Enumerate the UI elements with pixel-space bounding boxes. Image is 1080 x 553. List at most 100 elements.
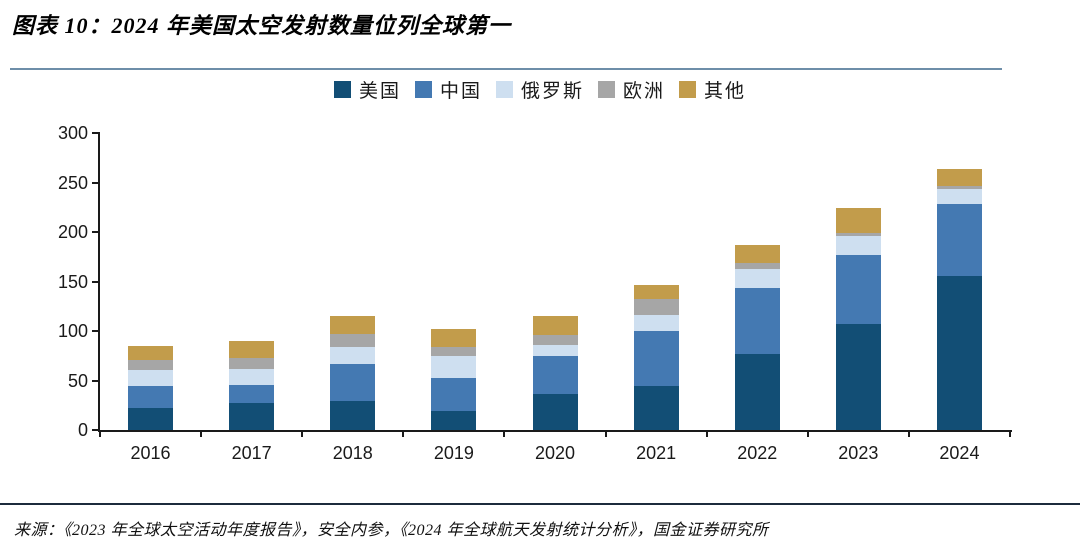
source-note: 来源：《2023 年全球太空活动年度报告》，安全内参，《2024 年全球航天发射… [14,522,769,539]
x-axis-tick [200,430,203,437]
bar-segment-其他 [330,316,376,334]
bar-segment-美国 [128,408,174,430]
x-axis-tick [907,430,910,437]
bar-segment-美国 [936,275,982,430]
bar-segment-其他 [229,340,275,358]
bar-segment-美国 [835,324,881,430]
bar-segment-其他 [936,168,982,186]
y-axis-tick-label: 0 [77,420,88,440]
bar-segment-其他 [128,345,174,360]
x-axis-label: 2020 [534,443,576,463]
bar-segment-中国 [229,385,275,404]
bar-segment-中国 [532,355,578,395]
x-axis-tick [1009,430,1011,437]
stacked-bar-2017 [229,340,275,430]
bar-segment-俄罗斯 [633,315,679,332]
bar-segment-欧洲 [330,334,376,347]
x-axis-line [98,430,1012,432]
legend-swatch-icon [598,81,615,98]
y-axis-tick-label: 300 [57,123,88,143]
bar-segment-欧洲 [431,346,477,356]
bar-segment-中国 [330,363,376,402]
legend-item: 美国 [333,76,401,103]
x-axis-label: 2023 [838,443,879,463]
x-axis-label: 2018 [332,443,373,463]
y-axis-tick [92,181,100,184]
bar-segment-俄罗斯 [128,369,174,387]
x-axis-tick [705,430,708,437]
x-axis-tick [402,430,405,437]
legend-label: 其他 [704,81,747,102]
bar-segment-美国 [330,401,376,430]
legend-swatch-icon [333,81,351,98]
y-axis-tick [92,429,100,431]
bar-segment-中国 [835,254,881,325]
bar-segment-其他 [532,316,578,335]
bar-segment-中国 [128,386,174,409]
y-axis-tick-label: 200 [57,222,88,242]
x-axis-tick [301,430,304,437]
bar-segment-欧洲 [229,357,275,369]
plot-area: 0 50 100 150 200 250 300 2016 2017 2018 2019 2020 20… [58,124,1011,463]
y-axis-tick [92,379,100,382]
title-underline [10,68,1002,70]
x-axis-tick [604,430,607,437]
bar-segment-中国 [633,331,679,387]
x-axis-label: 2017 [231,443,272,463]
x-axis-tick [806,430,809,437]
legend-label: 中国 [439,81,482,102]
bar-segment-俄罗斯 [229,368,275,386]
bar-segment-欧洲 [936,185,982,190]
bar-segment-美国 [431,411,477,430]
legend-label: 俄罗斯 [520,81,584,102]
legend-item: 其他 [679,76,746,103]
bar-segment-美国 [633,386,679,430]
bar-segment-欧洲 [734,262,780,269]
bar-segment-中国 [734,288,780,354]
legend-item: 中国 [414,76,482,103]
stacked-bar-2023 [835,208,881,430]
y-axis-tick [92,231,100,233]
y-axis-line [98,133,100,432]
stacked-bar-2018 [330,316,376,430]
stacked-bar-2021 [633,284,679,430]
y-axis-tick-label: 250 [57,172,88,193]
bar-segment-欧洲 [128,359,174,370]
x-axis-label: 2024 [939,443,980,463]
x-axis-label: 2021 [636,443,677,463]
stacked-bar-2022 [734,244,780,430]
legend-label: 欧洲 [623,81,666,102]
x-axis-tick [503,430,506,437]
bar-segment-俄罗斯 [330,346,376,364]
legend: 美国 中国 俄罗斯 欧洲 其他 [0,76,1080,103]
bar-segment-其他 [633,284,679,300]
x-axis-label: 2016 [130,443,171,463]
chart-title: 图表 10：2024 年美国太空发射数量位列全球第一 [12,13,512,38]
bar-segment-其他 [734,244,780,263]
y-axis-tick [92,132,100,134]
y-axis-tick-label: 150 [57,271,88,292]
bar-segment-俄罗斯 [532,344,578,356]
stacked-bar-2024 [936,168,982,430]
legend-swatch-icon [414,81,432,98]
bar-segment-中国 [936,204,982,276]
bar-segment-俄罗斯 [734,268,780,289]
stacked-bar-2016 [128,345,174,430]
bar-segment-俄罗斯 [431,355,477,378]
x-axis-label: 2019 [433,443,474,463]
bar-segment-欧洲 [633,299,679,316]
legend-item: 欧洲 [598,76,665,103]
bar-segment-俄罗斯 [936,189,982,205]
stacked-bar-2020 [532,316,578,430]
legend-label: 美国 [358,81,401,102]
bar-segment-其他 [431,329,477,347]
bar-segment-中国 [431,377,477,412]
y-axis-tick [92,280,100,283]
y-axis-tick [92,330,100,332]
x-axis-label: 2022 [737,443,778,463]
legend-item: 俄罗斯 [495,76,584,103]
y-axis-tick-label: 50 [67,370,88,391]
footer-divider [0,503,1080,505]
y-axis-tick-label: 100 [57,321,88,341]
stacked-bar-2019 [431,329,477,430]
